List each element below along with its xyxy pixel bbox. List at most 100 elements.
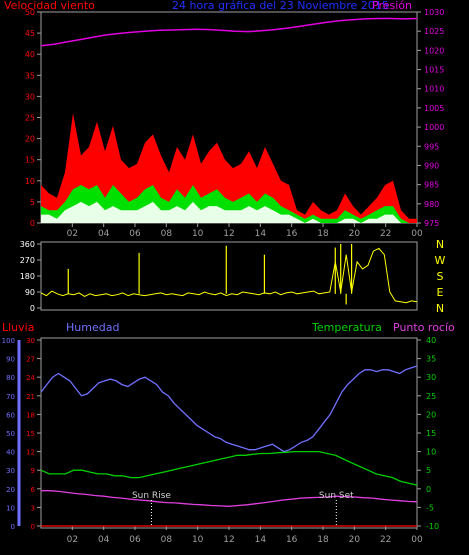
pressure-tick-label: 980 — [424, 200, 439, 209]
rain-tick-label: 12 — [26, 449, 35, 457]
time-tick-label: 08 — [161, 535, 173, 545]
pressure-axis-label: Presión — [372, 0, 412, 12]
time-tick-label: 14 — [255, 535, 267, 545]
temperature-tick-label: 5 — [426, 466, 431, 475]
humidity-tick-label: 90 — [6, 356, 15, 364]
rain-tick-label: 18 — [26, 411, 35, 419]
wind-tick-label: 30 — [25, 92, 35, 101]
wind-tick-label: 5 — [30, 198, 35, 207]
time-tick-label: 12 — [223, 535, 234, 545]
rain-tick-label: 24 — [26, 374, 35, 382]
compass-label: N — [436, 238, 444, 251]
time-tick-label: 04 — [98, 535, 110, 545]
temperature-tick-label: 10 — [426, 448, 436, 457]
time-tick-label: 06 — [129, 535, 141, 545]
temperature-tick-label: 30 — [426, 373, 436, 382]
time-tick-label: 10 — [192, 535, 204, 545]
average-area — [41, 201, 417, 223]
pressure-tick-label: 1000 — [424, 123, 444, 132]
temperature-tick-label: 25 — [426, 392, 436, 401]
gust-area — [41, 113, 417, 223]
time-tick-label: 16 — [286, 535, 298, 545]
time-tick-label: 20 — [349, 535, 361, 545]
compass-label: W — [435, 254, 446, 267]
compass-label: S — [437, 270, 444, 283]
pressure-tick-label: 990 — [424, 161, 439, 170]
humidity-tick-label: 80 — [6, 374, 15, 382]
rain-tick-label: 0 — [31, 523, 35, 531]
humidity-tick-label: 40 — [6, 449, 15, 457]
pressure-tick-label: 1020 — [424, 46, 444, 55]
rain-tick-label: 3 — [31, 504, 35, 512]
time-tick-label: 18 — [317, 535, 329, 545]
wind-tick-label: 15 — [25, 156, 35, 165]
temperature-tick-label: 40 — [426, 336, 436, 345]
pressure-tick-label: 1015 — [424, 66, 444, 75]
pressure-tick-label: 1010 — [424, 85, 444, 94]
time-tick-label: 14 — [255, 229, 267, 239]
chart-title: 24 hora gráfica del 23 Noviembre 2015 — [172, 0, 389, 12]
pressure-tick-label: 1005 — [424, 104, 444, 113]
pressure-tick-label: 985 — [424, 181, 439, 190]
rain-axis-label: Lluvia — [2, 321, 34, 334]
time-tick-label: 00 — [411, 535, 423, 545]
wind-tick-label: 25 — [25, 114, 35, 123]
sun-set-label: Sun Set — [319, 491, 354, 501]
temperature-tick-label: 15 — [426, 429, 436, 438]
time-tick-label: 04 — [98, 229, 110, 239]
humidity-line — [40, 365, 418, 453]
time-tick-label: 12 — [223, 229, 234, 239]
rain-tick-label: 21 — [26, 393, 35, 401]
humidity-tick-label: 0 — [11, 523, 15, 531]
temperature-line — [40, 450, 418, 486]
direction-line — [40, 247, 418, 304]
temperature-tick-label: 20 — [426, 410, 436, 419]
pressure-tick-label: 1030 — [424, 8, 444, 17]
time-tick-label: 02 — [67, 229, 78, 239]
direction-tick-label: 180 — [20, 272, 35, 281]
humidity-tick-label: 30 — [6, 467, 15, 475]
humidity-temperature-panel — [40, 337, 418, 529]
pressure-line — [40, 17, 418, 47]
humidity-tick-label: 70 — [6, 393, 15, 401]
pressure-tick-label: 1025 — [424, 27, 444, 36]
dewpoint-line — [41, 490, 418, 507]
wind-tick-label: 0 — [30, 219, 35, 228]
direction-tick-label: 270 — [20, 256, 35, 265]
time-tick-label: 06 — [129, 229, 141, 239]
time-tick-label: 18 — [317, 229, 329, 239]
time-tick-label: 20 — [349, 229, 361, 239]
humidity-tick-label: 60 — [6, 411, 15, 419]
temperature-tick-label: -10 — [426, 522, 439, 531]
humidity-tick-label: 100 — [2, 337, 15, 345]
wind-direction-panel — [40, 241, 418, 311]
rain-tick-label: 6 — [31, 486, 36, 494]
temperature-axis-label: Temperatura — [311, 321, 382, 334]
compass-label: E — [437, 286, 444, 299]
rain-tick-label: 9 — [31, 467, 35, 475]
wind-tick-label: 45 — [25, 29, 35, 38]
wind-speed-axis-label: Velocidad viento — [4, 0, 95, 12]
pressure-tick-label: 995 — [424, 142, 439, 151]
direction-tick-label: 90 — [25, 288, 35, 297]
time-tick-label: 22 — [380, 229, 391, 239]
time-tick-label: 16 — [286, 229, 298, 239]
time-tick-label: 22 — [380, 535, 391, 545]
compass-label: N — [436, 302, 444, 315]
sun-rise-label: Sun Rise — [132, 491, 171, 501]
time-tick-label: 02 — [67, 535, 78, 545]
humidity-axis-label: Humedad — [66, 321, 119, 334]
rain-tick-label: 30 — [26, 337, 35, 345]
temperature-tick-label: 0 — [426, 485, 431, 494]
rain-tick-label: 15 — [26, 430, 35, 438]
wind-tick-label: 10 — [25, 177, 35, 186]
direction-tick-label: 0 — [30, 304, 35, 313]
pressure-tick-label: 975 — [424, 219, 439, 228]
wind-tick-label: 40 — [25, 50, 35, 59]
direction-tick-label: 360 — [20, 240, 35, 249]
temperature-tick-label: 35 — [426, 355, 436, 364]
time-tick-label: 08 — [161, 229, 173, 239]
time-tick-label: 10 — [192, 229, 204, 239]
humidity-tick-label: 50 — [6, 430, 15, 438]
time-tick-label: 00 — [411, 229, 423, 239]
